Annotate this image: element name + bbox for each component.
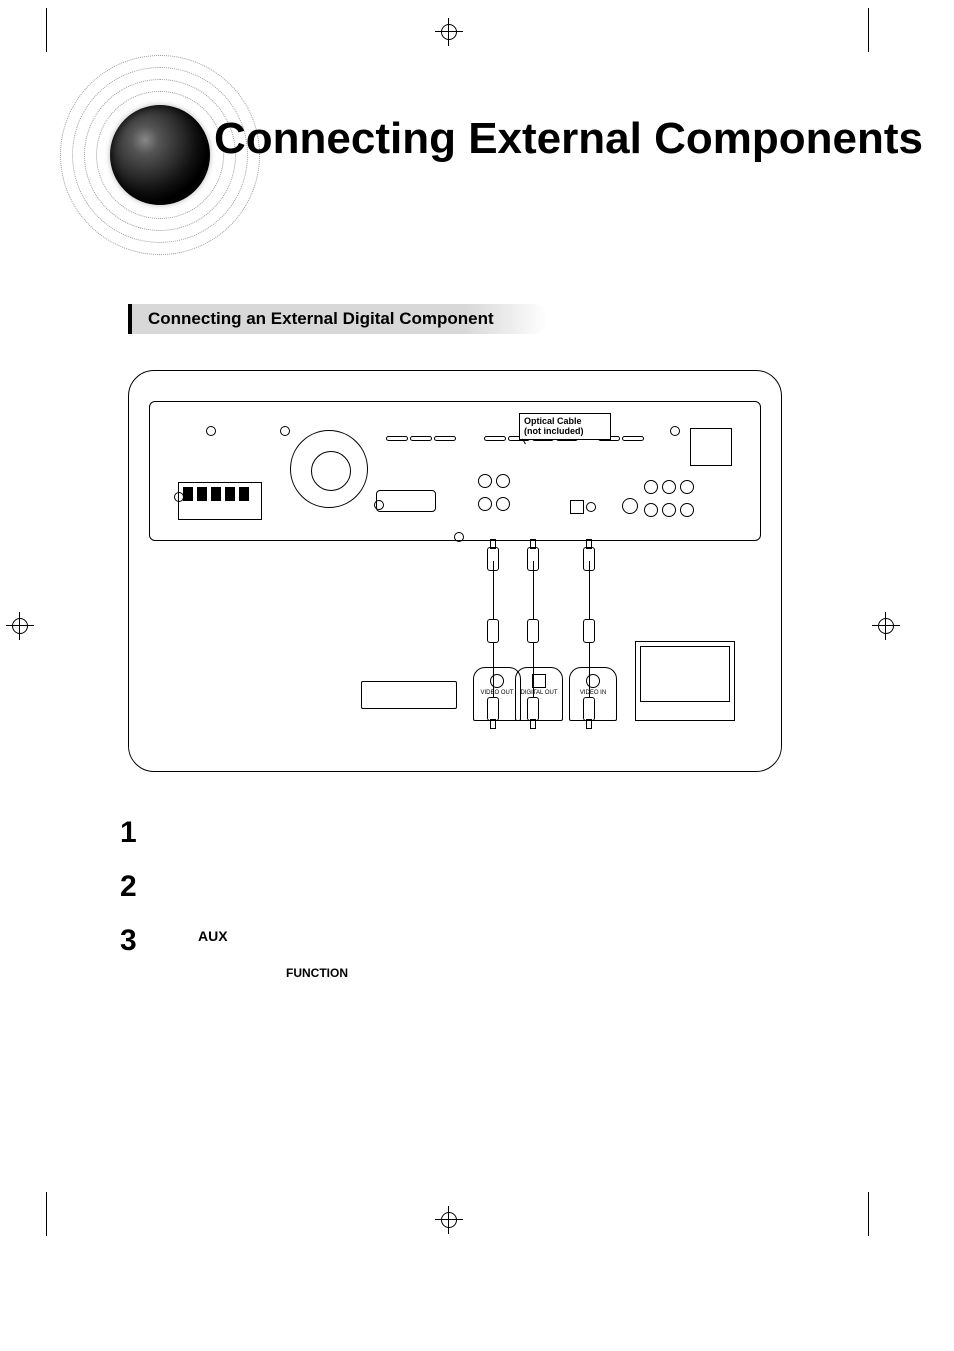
step-3-number: 3 xyxy=(120,924,137,958)
aux-label: AUX xyxy=(198,928,228,944)
registration-mark xyxy=(6,612,34,640)
crop-mark xyxy=(868,8,869,52)
fm-antenna-block xyxy=(690,428,732,466)
steps-list: 1 2 3 xyxy=(120,796,137,958)
digital-in-ports xyxy=(570,500,618,522)
svideo-port xyxy=(622,498,638,514)
video-in-port: VIDEO IN xyxy=(569,667,617,721)
digital-out-label: DIGITAL OUT xyxy=(516,690,562,696)
section-heading-text: Connecting an External Digital Component xyxy=(148,309,494,329)
callout-line1: Optical Cable xyxy=(524,416,606,426)
connection-diagram: Optical Cable (not included) VIDEO OUT D… xyxy=(128,370,782,772)
callout-line2: (not included) xyxy=(524,426,606,436)
component-out-block xyxy=(642,478,728,528)
tv-icon xyxy=(635,641,735,721)
function-label: FUNCTION xyxy=(286,966,348,980)
video-in-label: VIDEO IN xyxy=(570,690,616,696)
registration-mark xyxy=(872,612,900,640)
video-out-port: VIDEO OUT xyxy=(473,667,521,721)
page-title: Connecting External Components xyxy=(214,114,923,164)
external-component-icon xyxy=(361,681,457,709)
aux-port-group xyxy=(376,490,436,512)
speaker-icon xyxy=(110,105,210,205)
optical-cable-callout: Optical Cable (not included) xyxy=(519,413,611,440)
speaker-terminals xyxy=(178,482,262,520)
aux-in-block xyxy=(476,472,552,522)
fan-icon xyxy=(290,430,368,508)
registration-mark xyxy=(435,1206,463,1234)
video-out-label: VIDEO OUT xyxy=(474,690,520,696)
registration-mark xyxy=(435,18,463,46)
digital-out-port: DIGITAL OUT xyxy=(515,667,563,721)
step-2-number: 2 xyxy=(120,870,137,904)
section-heading: Connecting an External Digital Component xyxy=(128,304,548,334)
step-1-number: 1 xyxy=(120,816,137,850)
main-unit-rear xyxy=(149,401,761,541)
crop-mark xyxy=(46,8,47,52)
crop-mark xyxy=(46,1192,47,1236)
crop-mark xyxy=(868,1192,869,1236)
